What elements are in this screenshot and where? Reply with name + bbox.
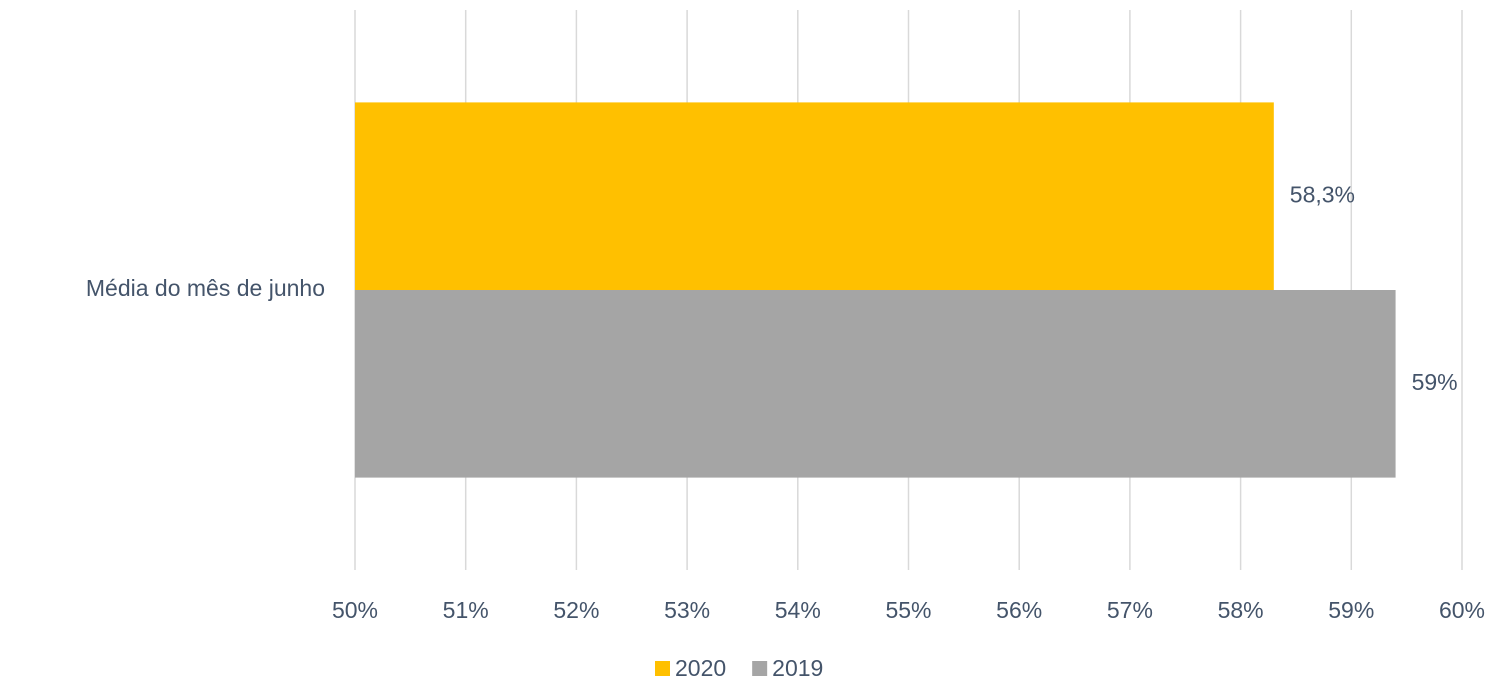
- x-tick-label: 50%: [332, 597, 378, 623]
- data-label: 59%: [1412, 369, 1458, 395]
- y-tick-label: Média do mês de junho: [86, 275, 325, 301]
- x-tick-label: 55%: [885, 597, 931, 623]
- x-tick-label: 59%: [1328, 597, 1374, 623]
- legend-swatch: [655, 661, 670, 676]
- legend-swatch: [752, 661, 768, 676]
- legend-label: 2019: [772, 655, 823, 681]
- data-label: 58,3%: [1290, 181, 1355, 207]
- x-tick-label: 53%: [664, 597, 710, 623]
- x-tick-label: 57%: [1107, 597, 1153, 623]
- x-tick-label: 60%: [1439, 597, 1485, 623]
- x-tick-label: 58%: [1218, 597, 1264, 623]
- x-tick-label: 52%: [553, 597, 599, 623]
- bar: [355, 102, 1274, 291]
- x-tick-label: 51%: [443, 597, 489, 623]
- legend-label: 2020: [675, 655, 726, 681]
- x-tick-label: 56%: [996, 597, 1042, 623]
- x-tick-label: 54%: [775, 597, 821, 623]
- bar: [355, 290, 1396, 478]
